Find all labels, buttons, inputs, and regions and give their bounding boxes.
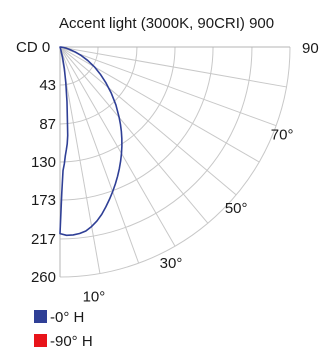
angle-tick-30: 30° bbox=[160, 255, 183, 272]
grid-spoke-30 bbox=[59, 46, 176, 247]
legend: -0° H -90° H bbox=[34, 309, 93, 350]
grid-spoke-80 bbox=[59, 46, 287, 88]
angle-tick-50: 50° bbox=[225, 200, 248, 217]
angle-tick-70: 70° bbox=[271, 127, 294, 144]
radial-tick-173: 173 bbox=[31, 192, 56, 209]
radial-tick-43: 43 bbox=[39, 77, 56, 94]
series-layer bbox=[59, 46, 123, 237]
radial-tick-260: 260 bbox=[31, 269, 56, 286]
grid-arc-260 bbox=[59, 46, 291, 278]
radial-unit-label: CD 0 bbox=[16, 39, 50, 56]
legend-label-1: -90° H bbox=[50, 333, 93, 350]
grid-spoke-50 bbox=[59, 46, 237, 196]
grid-spoke-40 bbox=[59, 46, 209, 224]
grid-arc-173 bbox=[59, 46, 214, 201]
legend-swatch-1 bbox=[34, 334, 47, 347]
grid-spoke-20 bbox=[59, 46, 140, 264]
grid-arc-217 bbox=[59, 46, 253, 240]
radial-tick-217: 217 bbox=[31, 231, 56, 248]
tick-labels: CD 0 43 87 130 173 217 260 10° 30° 50° 70° 90 bbox=[16, 39, 319, 306]
series-line-0 bbox=[59, 46, 123, 237]
angle-tick-90: 90 bbox=[302, 40, 319, 57]
legend-label-0: -0° H bbox=[50, 309, 84, 326]
angle-tick-10: 10° bbox=[83, 289, 106, 306]
chart-title: Accent light (3000K, 90CRI) 900 bbox=[59, 15, 274, 32]
grid-spoke-70 bbox=[59, 46, 277, 127]
polar-grid bbox=[59, 46, 291, 278]
radial-tick-130: 130 bbox=[31, 154, 56, 171]
radial-tick-87: 87 bbox=[39, 116, 56, 133]
grid-arc-130 bbox=[59, 46, 176, 163]
legend-swatch-0 bbox=[34, 310, 47, 323]
